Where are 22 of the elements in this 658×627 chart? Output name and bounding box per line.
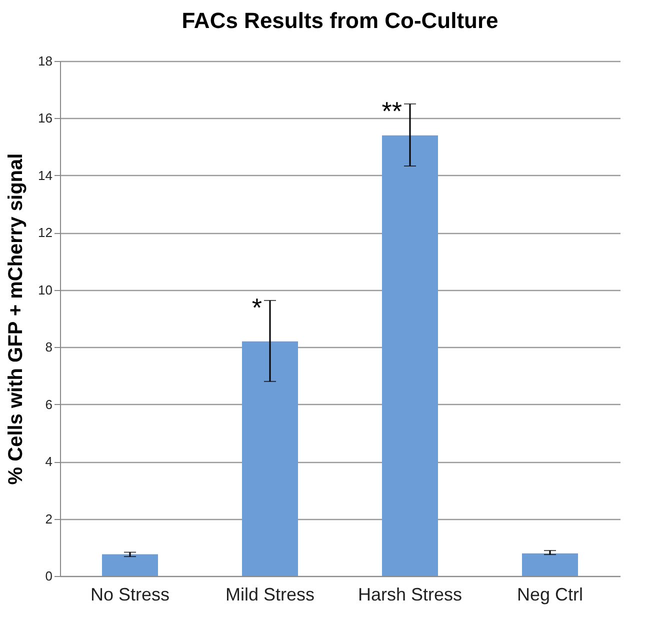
y-tick-label: 18 <box>38 54 52 68</box>
y-tick-label: 12 <box>38 225 52 240</box>
y-tick-label: 2 <box>45 511 52 526</box>
y-tick-label: 4 <box>45 454 52 470</box>
bar <box>382 135 438 576</box>
x-tick-label: No Stress <box>90 584 170 604</box>
y-tick-label: 10 <box>38 282 52 298</box>
y-tick-label: 16 <box>38 110 52 126</box>
bar <box>242 341 298 576</box>
y-tick-label: 8 <box>45 340 52 355</box>
y-tick-label: 14 <box>38 168 52 183</box>
x-tick-label: Harsh Stress <box>358 584 462 604</box>
annotation: ** <box>382 96 402 126</box>
bar <box>522 553 578 576</box>
bar <box>102 554 158 576</box>
chart-title: FACs Results from Co-Culture <box>182 8 498 33</box>
y-axis-title: % Cells with GFP + mCherry signal <box>5 153 28 485</box>
x-tick-label: Mild Stress <box>225 584 315 604</box>
y-tick-label: 0 <box>45 568 52 584</box>
x-tick-label: Neg Ctrl <box>516 584 584 604</box>
annotation: * <box>252 292 262 322</box>
y-tick-label: 6 <box>45 396 52 412</box>
